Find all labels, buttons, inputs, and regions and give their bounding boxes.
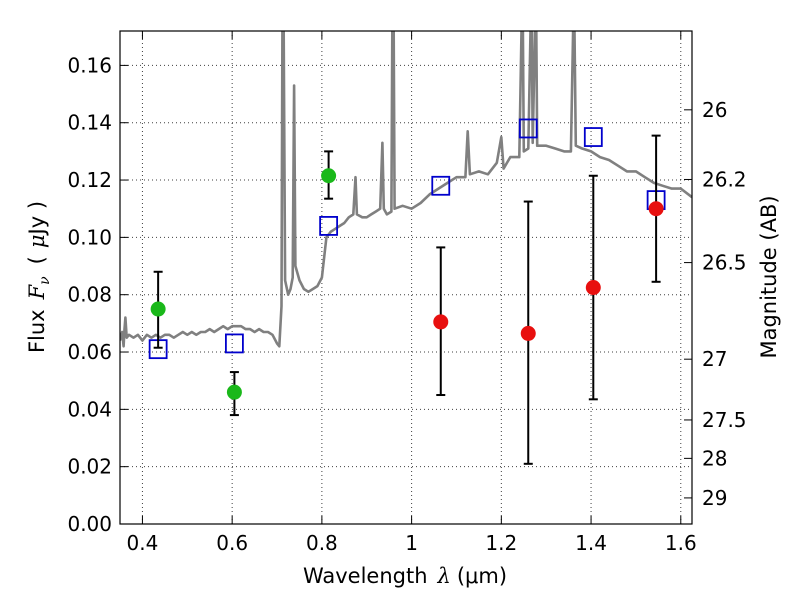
y2-tick-label: 27.5 xyxy=(702,408,747,432)
model-photometry-square xyxy=(224,333,244,354)
model-photometry-square xyxy=(518,118,538,139)
y2-tick-label: 27 xyxy=(702,347,727,371)
y-tick-label: 0.12 xyxy=(67,168,112,192)
plot-frame xyxy=(119,30,693,525)
y-tick-label: 0.08 xyxy=(67,283,112,307)
y2-axis-title: Magnitude (AB) xyxy=(757,195,781,358)
y2-tick-label: 26 xyxy=(702,98,727,122)
spectrum-layer xyxy=(120,31,692,348)
y2-tick-label: 28 xyxy=(702,446,727,470)
grid xyxy=(120,31,692,525)
nir-data-point xyxy=(648,201,664,217)
x-tick-label: 0.4 xyxy=(127,531,159,555)
y-tick-label: 0.00 xyxy=(67,512,112,536)
y-tick-label: 0.02 xyxy=(67,455,112,479)
optical-data-point xyxy=(226,384,242,400)
optical-data-point xyxy=(150,301,166,317)
model-photometry-square xyxy=(431,175,451,196)
x-tick-label: 1.2 xyxy=(485,531,517,555)
y-tick-label: 0.14 xyxy=(67,111,112,135)
optical-data-point xyxy=(321,168,337,184)
nir-data-point xyxy=(520,325,536,341)
x-tick-label: 0.6 xyxy=(216,531,248,555)
x-tick-label: 1.4 xyxy=(575,531,607,555)
x-tick-label: 1 xyxy=(405,531,418,555)
spectrum-line xyxy=(120,31,692,348)
x-axis-title: Wavelength λ (μm) xyxy=(303,564,507,588)
y-axis-title: FluxFν(μJy ) xyxy=(25,201,53,353)
model-photometry-square xyxy=(583,127,603,147)
y2-tick-label: 26.2 xyxy=(702,167,747,191)
x-tick-label: 0.8 xyxy=(306,531,338,555)
nir-data-point xyxy=(433,314,449,330)
model-photometry-square xyxy=(319,216,339,236)
marks-layer xyxy=(148,118,666,465)
y-tick-label: 0.06 xyxy=(67,340,112,364)
y2-tick-label: 29 xyxy=(702,486,727,510)
nir-data-point xyxy=(585,280,601,296)
y-tick-label: 0.16 xyxy=(67,53,112,77)
y2-tick-label: 26.5 xyxy=(702,251,747,275)
ticks-layer: 0.4 0.6 0.8 1 1.2 1.4 1.6 0.00 0.02 0.04 0.06 0.08 0… xyxy=(67,31,747,555)
y-tick-label: 0.04 xyxy=(67,397,112,421)
y-tick-label: 0.10 xyxy=(67,225,112,249)
x-tick-label: 1.6 xyxy=(665,531,697,555)
